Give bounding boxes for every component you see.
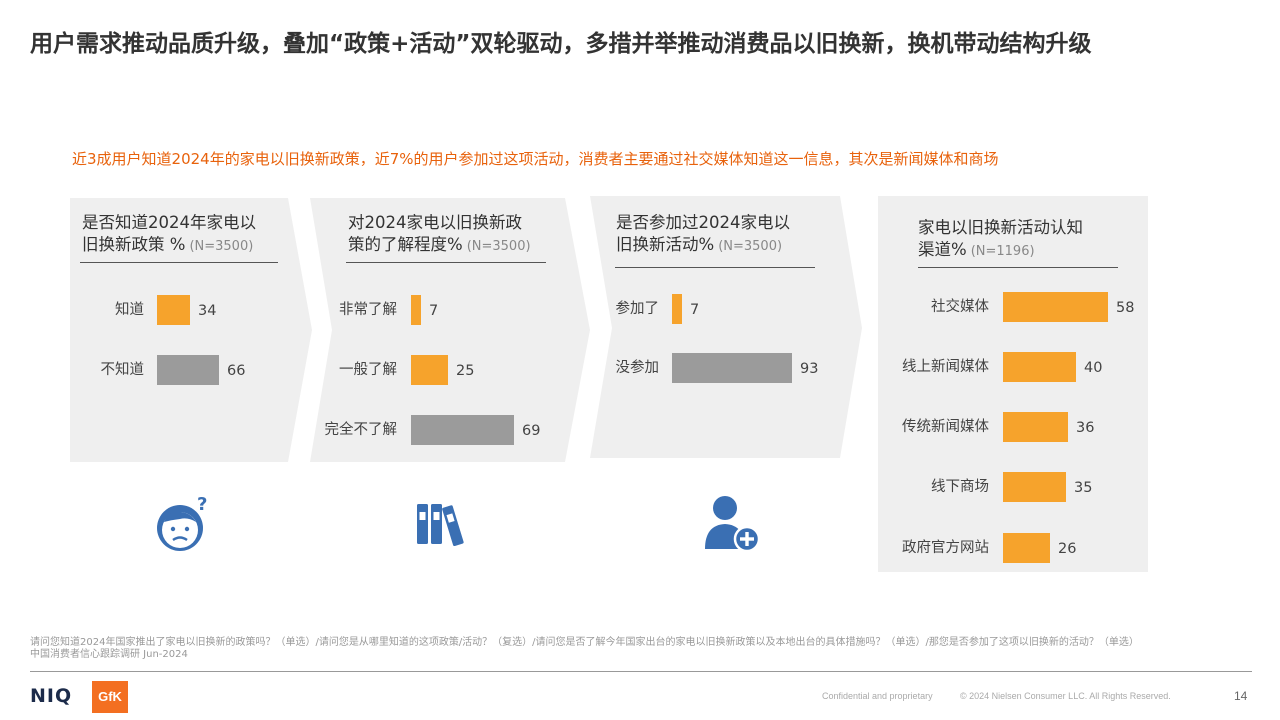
- p2-label-1: 一般了解: [339, 362, 397, 378]
- panel-1-title-line2: 旧换新政策 % (N=3500): [82, 234, 287, 258]
- p4-bar-3: [1003, 472, 1066, 502]
- panel-4-title-line2: 渠道% (N=1196): [918, 239, 1143, 263]
- footer-divider: [30, 671, 1252, 672]
- panel-3-background: [590, 196, 862, 458]
- page-title: 用户需求推动品质升级，叠加“政策+活动”双轮驱动，多措并举推动消费品以旧换新，换…: [30, 31, 1092, 57]
- p1-value-0: 34: [198, 303, 217, 319]
- p4-bar-1: [1003, 352, 1076, 382]
- panel-4-title-text: 渠道%: [918, 240, 967, 259]
- panel-backgrounds: [70, 196, 1148, 572]
- p3-label-1: 没参加: [615, 360, 660, 376]
- p2-value-1: 25: [456, 363, 475, 379]
- p3-label-0: 参加了: [615, 301, 660, 317]
- panel-4-background: [878, 196, 1148, 572]
- gfk-logo: GfK: [92, 681, 128, 713]
- panel-3-title: 是否参加过2024家电以 旧换新活动% (N=3500): [616, 212, 831, 258]
- panel-3-sample-size: (N=3500): [718, 239, 783, 254]
- p2-value-0: 7: [429, 303, 439, 319]
- p2-bar-2: [411, 415, 514, 445]
- p1-label-1: 不知道: [100, 362, 145, 378]
- panel-3-title-line1: 是否参加过2024家电以: [616, 213, 790, 232]
- p4-label-2: 传统新闻媒体: [902, 419, 989, 435]
- p1-bar-1: [157, 355, 219, 385]
- panel-2-divider: [346, 262, 546, 263]
- panel-4-sample-size: (N=1196): [970, 244, 1035, 259]
- p1-label-0: 知道: [115, 302, 144, 318]
- p4-bar-0: [1003, 292, 1108, 322]
- svg-text:?: ?: [197, 494, 207, 515]
- p4-value-1: 40: [1084, 360, 1103, 376]
- p2-label-2: 完全不了解: [324, 422, 398, 438]
- p4-bar-2: [1003, 412, 1068, 442]
- p1-bar-0: [157, 295, 190, 325]
- panel-1-background: [70, 198, 312, 462]
- binders-icon: [417, 504, 464, 546]
- footnote-source: 中国消费者信心跟踪调研 Jun-2024: [30, 649, 188, 660]
- panel-2-title-text: 策的了解程度%: [348, 235, 463, 254]
- add-user-icon: [705, 496, 761, 553]
- p2-value-2: 69: [522, 423, 541, 439]
- panel-3-title-line2: 旧换新活动% (N=3500): [616, 234, 831, 258]
- footnote: 请问您知道2024年国家推出了家电以旧换新的政策吗？（单选）/请问您是从哪里知道…: [30, 637, 1250, 661]
- panel-1-title: 是否知道2024年家电以 旧换新政策 % (N=3500): [82, 212, 287, 258]
- copyright-label: © 2024 Nielsen Consumer LLC. All Rights …: [960, 691, 1171, 701]
- p4-value-4: 26: [1058, 541, 1077, 557]
- niq-logo: NIQ: [30, 685, 73, 707]
- p4-value-2: 36: [1076, 420, 1095, 436]
- p3-value-1: 93: [800, 361, 819, 377]
- panel-1-title-text: 旧换新政策 %: [82, 235, 186, 254]
- panel-2-sample-size: (N=3500): [466, 239, 531, 254]
- panel-4-divider: [918, 267, 1118, 268]
- footnote-questions: 请问您知道2024年国家推出了家电以旧换新的政策吗？（单选）/请问您是从哪里知道…: [30, 637, 1139, 648]
- confidential-label: Confidential and proprietary: [822, 691, 933, 701]
- p4-bar-4: [1003, 533, 1050, 563]
- p4-label-1: 线上新闻媒体: [902, 359, 989, 375]
- p3-value-0: 7: [690, 302, 700, 318]
- panel-2-title-line1: 对2024家电以旧换新政: [348, 213, 522, 232]
- panel-1-title-line1: 是否知道2024年家电以: [82, 213, 256, 232]
- panel-1-divider: [80, 262, 278, 263]
- panel-2-title-line2: 策的了解程度% (N=3500): [348, 234, 563, 258]
- panel-1-sample-size: (N=3500): [189, 239, 254, 254]
- panel-4-title: 家电以旧换新活动认知 渠道% (N=1196): [918, 217, 1143, 263]
- page-number: 14: [1234, 689, 1248, 703]
- p2-label-0: 非常了解: [339, 302, 397, 318]
- p3-bar-1: [672, 353, 792, 383]
- confused-face-icon: ?: [157, 494, 207, 551]
- p4-label-3: 线下商场: [931, 479, 989, 495]
- p1-value-1: 66: [227, 363, 246, 379]
- panel-2-title: 对2024家电以旧换新政 策的了解程度% (N=3500): [348, 212, 563, 258]
- p4-label-4: 政府官方网站: [902, 540, 989, 556]
- p4-value-0: 58: [1116, 300, 1135, 316]
- p4-label-0: 社交媒体: [931, 299, 989, 315]
- panel-3-divider: [615, 267, 815, 268]
- panel-4-title-line1: 家电以旧换新活动认知: [918, 218, 1083, 237]
- p4-value-3: 35: [1074, 480, 1093, 496]
- page-subtitle: 近3成用户知道2024年的家电以旧换新政策，近7%的用户参加过这项活动，消费者主…: [72, 150, 999, 168]
- p3-bar-0: [672, 294, 682, 324]
- panel-3-title-text: 旧换新活动%: [616, 235, 715, 254]
- p2-bar-1: [411, 355, 448, 385]
- p2-bar-0: [411, 295, 421, 325]
- panel-2-background: [310, 198, 590, 462]
